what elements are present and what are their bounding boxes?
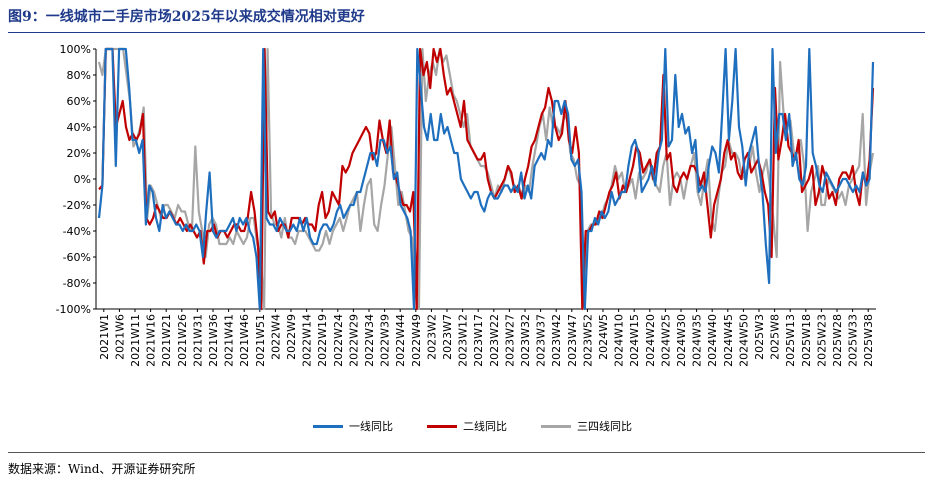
x-tick-label: 2024W40 [706,314,719,367]
x-tick-label: 2025W33 [847,314,860,367]
x-tick-label: 2025W23 [815,314,828,367]
x-tick-label: 2022W49 [410,314,423,367]
x-tick-label: 2025W3 [753,314,766,360]
y-tick-label: 60% [67,95,91,108]
x-tick-label: 2022W14 [301,314,314,367]
x-tick-label: 2023W17 [472,314,485,367]
x-tick-label: 2025W28 [831,314,844,367]
y-tick-label: -60% [63,251,91,264]
legend-label-tier2: 二线同比 [463,420,507,433]
series-line-tier34 [97,47,875,311]
x-tick-label: 2021W51 [254,314,267,367]
x-tick-label: 2023W2 [425,314,438,360]
x-tick-label: 2024W20 [644,314,657,367]
x-tick-label: 2022W24 [332,314,345,367]
x-tick-label: 2024W35 [691,314,704,367]
x-tick-label: 2021W11 [129,314,142,367]
x-tick-label: 2025W13 [784,314,797,367]
y-tick-label: 20% [67,147,91,160]
x-tick-label: 2024W10 [613,314,626,367]
x-tick-label: 2023W37 [535,314,548,367]
y-tick-label: -100% [56,303,91,316]
x-tick-label: 2022W19 [316,314,329,367]
x-tick-label: 2023W22 [488,314,501,367]
legend-swatch-tier1 [313,424,343,428]
footer-rule [8,452,925,453]
legend-label-tier34: 三四线同比 [577,420,632,433]
x-tick-label: 2023W52 [581,314,594,367]
series-line-tier1 [97,47,875,311]
x-tick-label: 2021W41 [223,314,236,367]
legend-item-tier34: 三四线同比 [541,418,632,434]
y-tick-label: -40% [63,225,91,238]
x-tick-label: 2021W21 [160,314,173,367]
x-tick-label: 2022W34 [363,314,376,367]
x-tick-label: 2023W47 [566,314,579,367]
x-tick-label: 2021W1 [98,314,111,360]
x-tick-label: 2023W12 [457,314,470,367]
legend-swatch-tier2 [427,424,457,428]
x-tick-label: 2024W45 [722,314,735,367]
legend-swatch-tier34 [541,424,571,428]
x-tick-label: 2025W38 [862,314,875,367]
x-tick-label: 2021W6 [113,314,126,360]
x-tick-label: 2025W8 [769,314,782,360]
line-chart: 100% 80% 60% 40% 20% 0% -20% -40% -60% -80% -100% 2… [56,43,876,367]
x-tick-label: 2022W9 [285,314,298,360]
x-tick-label: 2021W16 [145,314,158,367]
x-tick-label: 2023W42 [550,314,563,367]
x-tick-label: 2023W27 [503,314,516,367]
y-tick-label: -80% [63,277,91,290]
x-tick-label: 2021W31 [191,314,204,367]
x-tick-label: 2021W36 [207,314,220,367]
x-tick-label: 2024W5 [597,314,610,360]
x-tick-label: 2022W39 [379,314,392,367]
y-tick-label: 80% [67,69,91,82]
figure-title: 图9：一线城市二手房市场2025年以来成交情况相对更好 [8,9,365,25]
legend-item-tier2: 二线同比 [427,418,507,434]
x-tick-label: 2023W7 [441,314,454,360]
y-tick-label: 0% [74,173,91,186]
x-tick-label: 2025W18 [800,314,813,367]
y-tick-label: -20% [63,199,91,212]
x-tick-label: 2024W30 [675,314,688,367]
legend-label-tier1: 一线同比 [349,420,393,433]
x-tick-label: 2022W4 [269,314,282,360]
x-tick-label: 2022W44 [394,314,407,367]
x-tick-label: 2022W29 [347,314,360,367]
source-note: 数据来源：Wind、开源证券研究所 [8,462,196,476]
x-tick-label: 2024W15 [628,314,641,367]
x-tick-label: 2023W32 [519,314,532,367]
x-tick-label: 2024W25 [659,314,672,367]
legend-item-tier1: 一线同比 [313,418,393,434]
x-tick-label: 2021W46 [238,314,251,367]
x-tick-label: 2024W50 [737,314,750,367]
y-tick-label: 100% [60,43,91,56]
y-tick-label: 40% [67,121,91,134]
x-tick-label: 2021W26 [176,314,189,367]
title-rule [8,32,925,33]
